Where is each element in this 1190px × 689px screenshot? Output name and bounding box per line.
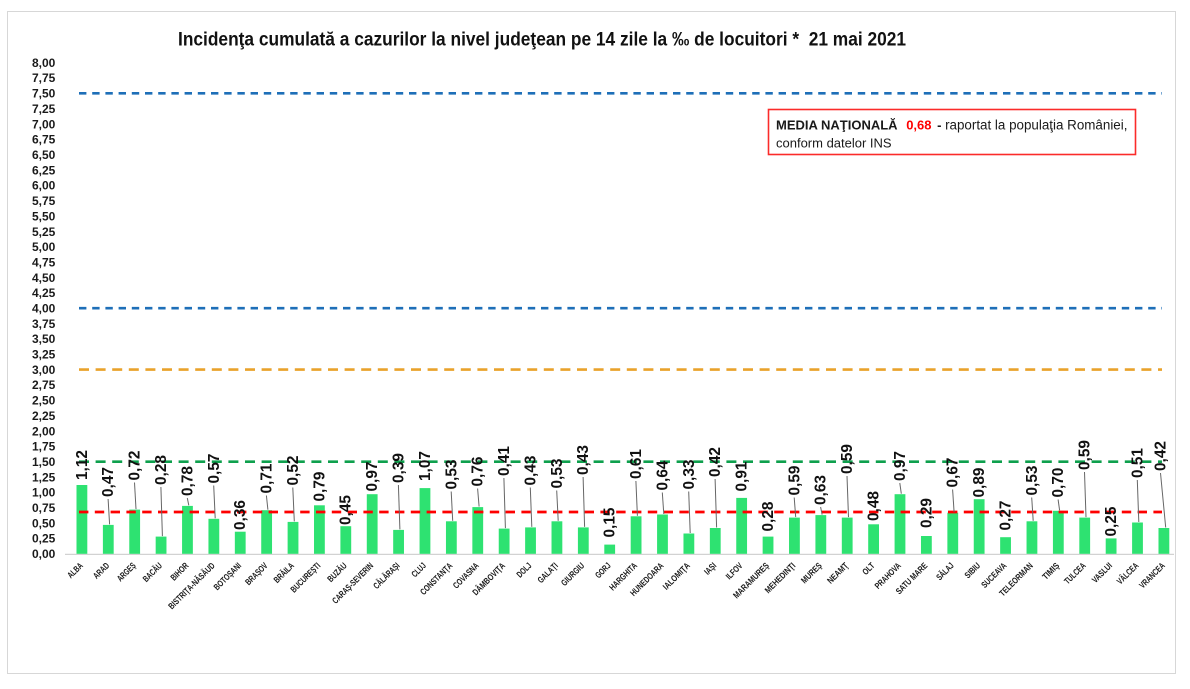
svg-text:0,67: 0,67: [945, 458, 962, 488]
svg-text:0,97: 0,97: [364, 462, 381, 492]
svg-text:3,50: 3,50: [32, 332, 56, 346]
svg-text:0,28: 0,28: [153, 455, 170, 485]
svg-text:0,97: 0,97: [892, 451, 909, 481]
svg-text:4,25: 4,25: [32, 286, 56, 300]
svg-text:0,79: 0,79: [311, 472, 328, 502]
svg-text:0,27: 0,27: [997, 501, 1014, 531]
svg-text:6,50: 6,50: [32, 148, 56, 162]
svg-text:2,25: 2,25: [32, 409, 56, 423]
svg-text:Incidenţa cumulată a cazurilor: Incidenţa cumulată a cazurilor la nivel …: [178, 29, 906, 51]
svg-text:0,59: 0,59: [786, 466, 803, 496]
svg-text:5,50: 5,50: [32, 209, 56, 223]
svg-text:0,39: 0,39: [391, 453, 408, 483]
svg-text:1,75: 1,75: [32, 440, 56, 454]
svg-text:7,75: 7,75: [32, 71, 56, 85]
svg-text:3,75: 3,75: [32, 317, 56, 331]
svg-text:2,75: 2,75: [32, 378, 56, 392]
svg-text:0,42: 0,42: [1152, 441, 1169, 471]
svg-text:4,75: 4,75: [32, 255, 56, 269]
svg-text:7,25: 7,25: [32, 102, 56, 116]
svg-text:0,51: 0,51: [1129, 448, 1146, 478]
svg-text:6,00: 6,00: [32, 179, 56, 193]
svg-text:1,50: 1,50: [32, 455, 56, 469]
svg-text:0,63: 0,63: [813, 475, 830, 505]
svg-text:7,50: 7,50: [32, 87, 56, 101]
svg-text:1,12: 1,12: [74, 450, 91, 480]
svg-text:0,76: 0,76: [470, 457, 487, 487]
svg-text:0,89: 0,89: [971, 468, 988, 498]
svg-text:0,72: 0,72: [127, 451, 144, 481]
svg-text:0,57: 0,57: [206, 454, 223, 484]
svg-text:0,71: 0,71: [259, 463, 276, 493]
svg-text:0,15: 0,15: [602, 507, 619, 537]
svg-text:0,29: 0,29: [918, 498, 935, 528]
svg-text:2,00: 2,00: [32, 424, 56, 438]
svg-text:6,75: 6,75: [32, 133, 56, 147]
svg-text:0,43: 0,43: [575, 445, 592, 475]
svg-text:0,36: 0,36: [232, 500, 249, 530]
svg-text:0,59: 0,59: [839, 444, 856, 474]
svg-text:4,00: 4,00: [32, 302, 56, 316]
svg-text:5,00: 5,00: [32, 240, 56, 254]
svg-text:0,25: 0,25: [32, 532, 56, 546]
svg-text:0,25: 0,25: [1103, 506, 1120, 536]
svg-text:5,25: 5,25: [32, 225, 56, 239]
svg-text:4,50: 4,50: [32, 271, 56, 285]
svg-text:1,25: 1,25: [32, 470, 56, 484]
svg-text:0,53: 0,53: [1024, 466, 1041, 496]
svg-text:0,61: 0,61: [628, 449, 645, 479]
svg-text:1,07: 1,07: [417, 451, 434, 481]
svg-text:0,28: 0,28: [760, 501, 777, 531]
svg-text:0,78: 0,78: [179, 466, 196, 496]
svg-text:0,43: 0,43: [522, 456, 539, 486]
svg-text:2,50: 2,50: [32, 394, 56, 408]
svg-text:0,70: 0,70: [1050, 468, 1067, 498]
svg-text:1,00: 1,00: [32, 486, 56, 500]
svg-text:0,50: 0,50: [32, 516, 56, 530]
svg-text:0,47: 0,47: [100, 467, 117, 497]
svg-text:3,25: 3,25: [32, 348, 56, 362]
svg-text:conform datelor INS: conform datelor INS: [776, 136, 892, 151]
svg-text:0,33: 0,33: [681, 460, 698, 490]
svg-text:6,25: 6,25: [32, 163, 56, 177]
svg-text:5,75: 5,75: [32, 194, 56, 208]
svg-text:0,53: 0,53: [549, 459, 566, 489]
svg-text:0,41: 0,41: [496, 446, 513, 476]
svg-text:0,64: 0,64: [654, 460, 671, 490]
svg-text:0,45: 0,45: [338, 495, 355, 525]
svg-text:3,00: 3,00: [32, 363, 56, 377]
svg-text:0,48: 0,48: [866, 491, 883, 521]
svg-text:7,00: 7,00: [32, 117, 56, 131]
svg-text:0,52: 0,52: [285, 456, 302, 486]
svg-text:0,00: 0,00: [32, 547, 56, 561]
svg-text:MEDIA NAŢIONALĂ 0,68 - raport: MEDIA NAŢIONALĂ 0,68 - raportat la popul…: [776, 118, 1127, 133]
svg-text:0,75: 0,75: [32, 501, 56, 515]
svg-text:0,53: 0,53: [443, 460, 460, 490]
svg-text:8,00: 8,00: [32, 56, 56, 70]
svg-text:0,91: 0,91: [734, 461, 751, 491]
svg-text:0,59: 0,59: [1077, 440, 1094, 470]
svg-text:0,42: 0,42: [707, 447, 724, 477]
